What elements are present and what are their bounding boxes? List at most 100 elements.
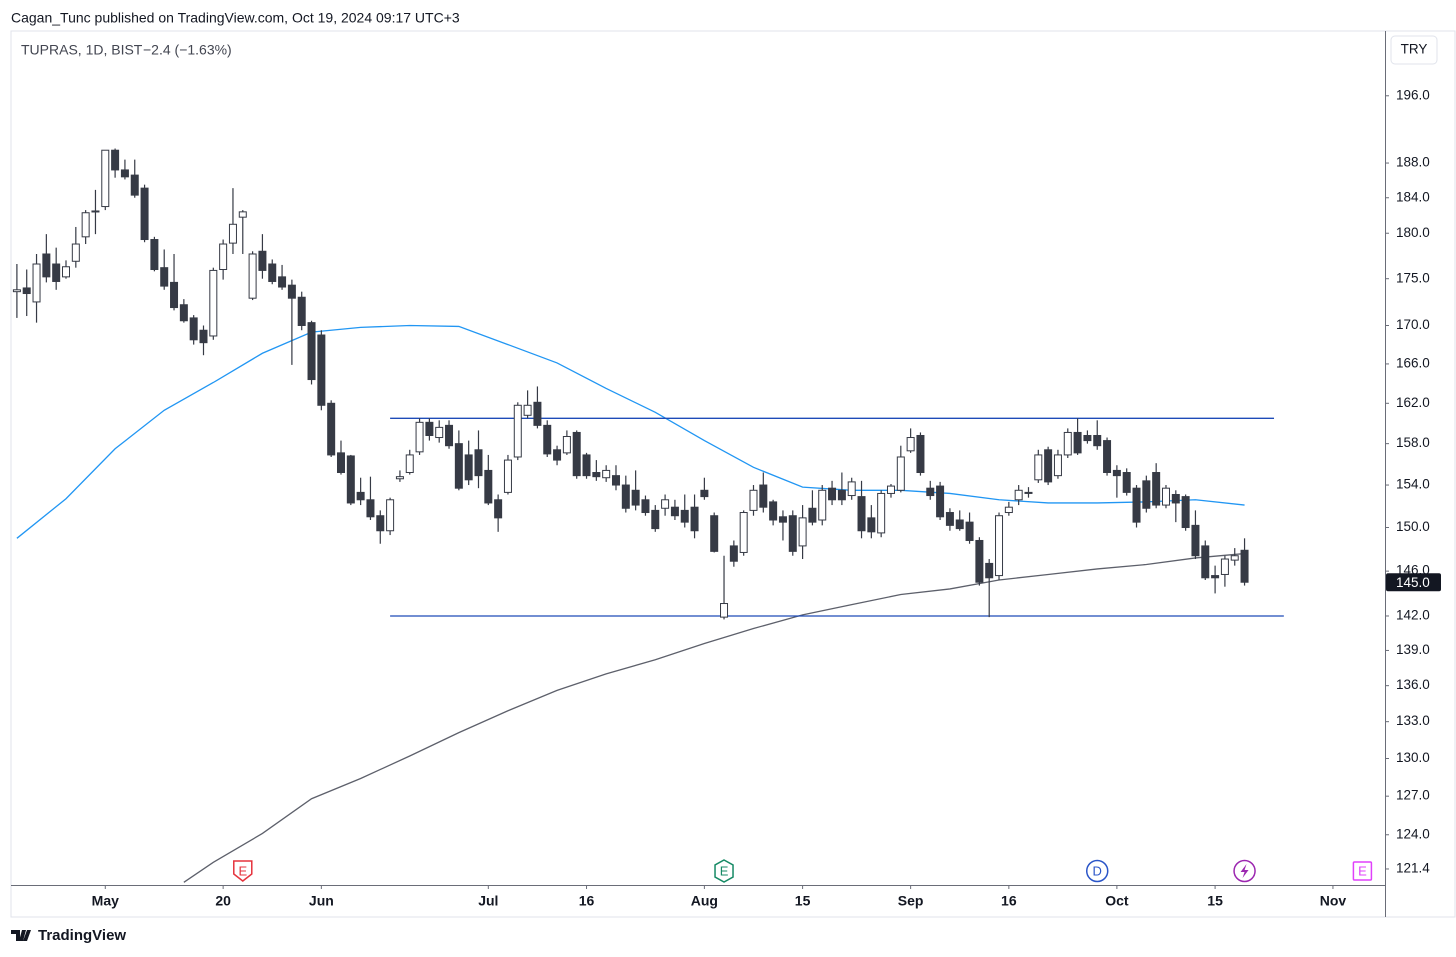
- event-badge: [1085, 859, 1109, 883]
- x-tick-label: Sep: [898, 893, 924, 909]
- candle-body: [42, 253, 51, 278]
- y-tick-label: 188.0: [1396, 155, 1430, 170]
- candle-body: [661, 499, 670, 509]
- candle-body: [120, 169, 129, 178]
- candle-body: [1171, 493, 1180, 504]
- y-tick-label: 166.0: [1396, 355, 1430, 370]
- last-price-box: [1386, 573, 1441, 592]
- candle-body: [995, 515, 1004, 577]
- candle-body: [1063, 431, 1072, 456]
- candle-body: [1083, 434, 1092, 442]
- candle-body: [857, 496, 866, 532]
- candle-body: [238, 211, 247, 218]
- candle-body: [1034, 454, 1043, 481]
- candle-body: [356, 491, 365, 501]
- candle-body: [317, 334, 326, 406]
- candle-body: [81, 212, 90, 238]
- x-tick-label: 16: [579, 893, 595, 909]
- candle-body: [592, 472, 601, 478]
- candle-body: [886, 485, 895, 494]
- candle-body: [916, 434, 925, 474]
- candle-body: [523, 404, 532, 416]
- candle-body: [769, 501, 778, 521]
- candle-body: [739, 512, 748, 553]
- footer-brand: TradingView: [38, 927, 126, 944]
- x-tick-label: Jun: [309, 893, 334, 909]
- candle-body: [435, 426, 444, 439]
- candle-body: [720, 603, 729, 618]
- candle-body: [91, 210, 100, 213]
- event-icon: [1240, 864, 1249, 878]
- candle-body: [631, 489, 640, 506]
- candle-body: [602, 469, 611, 479]
- x-tick-label: 15: [1207, 893, 1223, 909]
- candle-body: [1240, 549, 1249, 583]
- candle-body: [729, 545, 738, 562]
- footer-logo: [11, 930, 31, 941]
- x-tick-label: Aug: [691, 893, 718, 909]
- event-label: E: [238, 863, 247, 878]
- candle-body: [1044, 449, 1053, 483]
- candle-body: [543, 424, 552, 455]
- event-badge: [1352, 861, 1373, 881]
- candle-body: [1191, 524, 1200, 557]
- candle-body: [503, 459, 512, 493]
- candle-body: [1093, 434, 1102, 447]
- candle-body: [513, 404, 522, 458]
- event-marker[interactable]: [1233, 859, 1256, 883]
- candle-body: [1181, 496, 1190, 529]
- last-price-label: 145.0: [1396, 575, 1430, 590]
- candle-body: [484, 469, 493, 504]
- event-label: E: [720, 863, 729, 878]
- candle-body: [611, 475, 620, 486]
- candle-body: [1142, 480, 1151, 509]
- x-tick-label: 16: [1001, 893, 1017, 909]
- candle-body: [386, 499, 395, 532]
- y-tick-label: 150.0: [1396, 519, 1430, 534]
- y-tick-label: 136.0: [1396, 677, 1430, 692]
- candle-body: [867, 517, 876, 533]
- candle-body: [101, 149, 110, 208]
- candle-body: [189, 317, 198, 341]
- published-line: Cagan_Tunc published on TradingView.com,…: [11, 10, 460, 26]
- candle-body: [1152, 472, 1161, 506]
- candle-body: [896, 456, 905, 491]
- candle-body: [1014, 489, 1023, 501]
- y-tick-label: 139.0: [1396, 642, 1430, 657]
- candle-body: [582, 454, 591, 477]
- candle-body: [425, 421, 434, 436]
- currency-box[interactable]: [1390, 35, 1438, 65]
- candle-body: [837, 489, 846, 501]
- candle-body: [906, 437, 915, 452]
- candle-body: [111, 149, 120, 171]
- candle-body: [297, 296, 306, 326]
- event-marker[interactable]: E: [714, 859, 734, 883]
- candle-body: [287, 284, 296, 299]
- event-label: D: [1093, 863, 1102, 878]
- event-marker[interactable]: E: [233, 860, 253, 882]
- x-tick-label: May: [92, 893, 119, 909]
- y-tick-label: 142.0: [1396, 608, 1430, 623]
- candle-body: [533, 401, 542, 426]
- moving-average: [16, 324, 1245, 539]
- y-tick-label: 158.0: [1396, 435, 1430, 450]
- candle-body: [209, 269, 218, 337]
- candle-body: [847, 481, 856, 497]
- candle-body: [749, 489, 758, 511]
- candle-body: [562, 436, 571, 454]
- candle-body: [1073, 431, 1082, 454]
- candle-body: [985, 562, 994, 579]
- candle-body: [32, 263, 41, 303]
- event-badge: [233, 860, 253, 882]
- y-tick-label: 121.4: [1396, 861, 1430, 876]
- y-tick-label: 130.0: [1396, 750, 1430, 765]
- currency[interactable]: TRY: [1401, 42, 1428, 57]
- candle-body: [395, 476, 404, 480]
- candle-body: [474, 449, 483, 477]
- candle-body: [336, 452, 345, 474]
- event-marker[interactable]: E: [1352, 861, 1373, 881]
- event-marker[interactable]: D: [1085, 859, 1109, 883]
- candle-body: [621, 484, 630, 509]
- candle-body: [1230, 555, 1239, 561]
